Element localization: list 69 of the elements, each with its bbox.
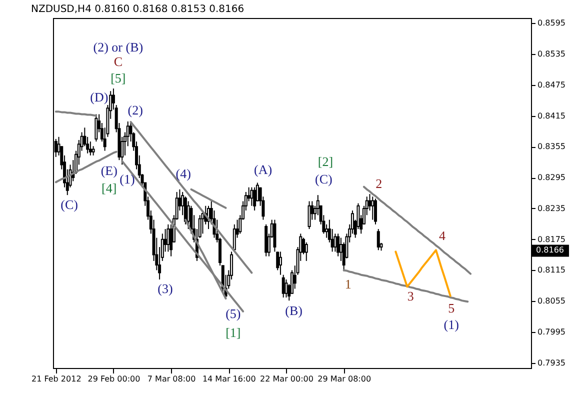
annotation: (E): [100, 163, 118, 178]
annotation: [5]: [110, 70, 126, 86]
annotation: 3: [407, 288, 414, 304]
candlestick: [376, 228, 380, 251]
candlestick: [304, 242, 308, 262]
y-tick-label: 0.8115: [538, 266, 566, 275]
annotation: (5): [226, 306, 241, 321]
annotation: (D): [90, 90, 108, 105]
candlestick: [273, 219, 276, 252]
candlestick: [88, 141, 92, 156]
annotation: 5: [448, 300, 455, 316]
annotation: (B): [285, 303, 302, 318]
candlestick: [374, 198, 378, 225]
candlestick: [325, 224, 328, 238]
y-tick-label: 0.8535: [538, 50, 566, 59]
x-tick-label: 7 Mar 08:00: [147, 374, 196, 384]
annotation: (C): [315, 171, 332, 186]
candlestick: [201, 210, 204, 234]
candlestick: [92, 146, 95, 156]
annotation: [1]: [226, 325, 241, 340]
y-tick-label: 0.8595: [538, 18, 566, 28]
annotation: (2): [128, 102, 143, 118]
annotation: (1): [120, 171, 135, 186]
candlestick: [339, 237, 342, 262]
candlestick: [334, 233, 337, 252]
x-tick-label: 21 Feb 2012: [31, 374, 82, 384]
chart-title: NZDUSD,H4 0.8160 0.8168 0.8153 0.8166: [30, 4, 244, 15]
candlestick: [284, 278, 288, 298]
annotation: (2) or (B): [93, 39, 144, 54]
y-tick-label: 0.8295: [538, 173, 566, 182]
annotation: [2]: [318, 154, 334, 169]
candlestick: [368, 194, 372, 211]
annotation: C: [114, 54, 123, 69]
candlestick: [94, 114, 98, 142]
annotation: (1): [444, 316, 459, 332]
candlestick: [166, 224, 170, 252]
annotation: [4]: [102, 180, 117, 196]
y-tick-label: 0.8355: [538, 142, 566, 152]
y-tick-label: 0.8055: [538, 296, 566, 306]
annotation: 1: [344, 276, 352, 292]
annotation: (3): [158, 281, 173, 296]
candlestick: [232, 224, 236, 252]
annotation: 2: [376, 176, 382, 191]
y-tick-label: 0.7995: [538, 327, 566, 336]
y-tick-label: 0.8415: [538, 111, 566, 120]
candlestick: [371, 196, 374, 220]
candlestick: [276, 251, 280, 271]
text: 0.8166: [536, 246, 564, 255]
y-tick-label: 0.7935: [538, 358, 566, 368]
y-tick-label: 0.8175: [538, 234, 566, 244]
y-tick-label: 0.8235: [538, 204, 566, 213]
candlestick: [308, 200, 311, 230]
annotation: 4: [439, 228, 446, 244]
candlestick: [184, 196, 187, 225]
candlestick: [336, 233, 340, 257]
candlestick: [253, 186, 256, 211]
x-tick-label: 14 Mar 16:00: [202, 374, 256, 384]
x-tick-label: 29 Mar 08:00: [318, 374, 372, 384]
line-series: [342, 269, 469, 303]
line-series: [190, 188, 227, 209]
annotation: (4): [176, 166, 191, 181]
candlestick: [282, 274, 285, 298]
annotation: (A): [254, 162, 272, 178]
y-tick-label: 0.8475: [538, 80, 566, 90]
x-tick-label: 22 Mar 00:00: [260, 374, 314, 384]
candlestick: [250, 186, 254, 206]
candlestick: [278, 251, 282, 276]
annotation: (C): [60, 196, 78, 212]
x-tick-label: 29 Feb 00:00: [88, 374, 140, 384]
